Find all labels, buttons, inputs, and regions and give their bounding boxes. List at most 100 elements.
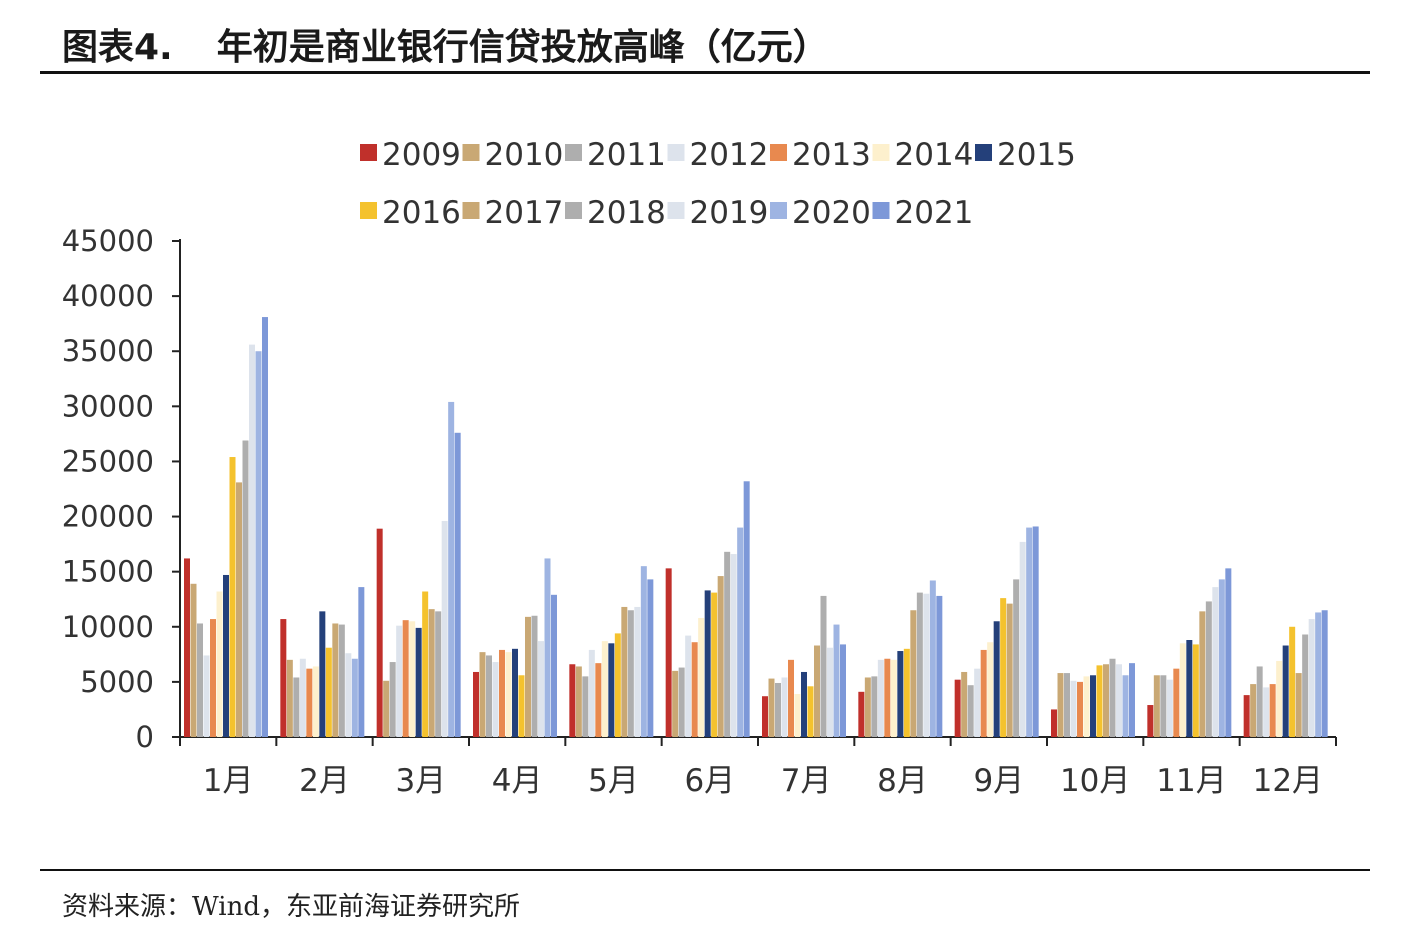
bar-5月-2014: [601, 641, 608, 737]
bar-9月-2020: [1026, 527, 1033, 737]
bar-3月-2011: [389, 662, 396, 737]
bar-12月-2009: [1243, 695, 1250, 737]
bar-8月-2011: [871, 676, 878, 737]
y-tick-label-30000: 30000: [62, 389, 154, 423]
bar-3月-2012: [396, 625, 403, 737]
bar-9月-2018: [1013, 579, 1020, 737]
legend-swatch-2020: [770, 202, 787, 219]
bar-11月-2015: [1186, 640, 1193, 737]
bar-7月-2019: [827, 647, 833, 737]
legend-label-2012: 2012: [690, 137, 769, 173]
bar-6月-2015: [704, 590, 711, 737]
bar-7月-2018: [820, 595, 827, 737]
bar-2月-2010: [286, 659, 293, 737]
bar-8月-2020: [929, 580, 936, 737]
bar-1月-2015: [223, 574, 229, 737]
bar-3月-2013: [402, 620, 409, 737]
bar-5月-2020: [640, 566, 647, 737]
bar-2月-2020: [351, 658, 358, 737]
legend-label-2019: 2019: [690, 195, 769, 231]
bar-11月-2016: [1192, 644, 1199, 737]
bar-3月-2017: [428, 609, 435, 737]
bar-12月-2012: [1263, 687, 1270, 737]
bar-10月-2020: [1122, 675, 1129, 737]
bar-8月-2012: [877, 659, 884, 737]
bar-4月-2019: [538, 641, 544, 737]
bar-4月-2009: [473, 671, 479, 737]
bar-8月-2016: [903, 648, 910, 737]
bar-6月-2020: [737, 527, 744, 737]
legend-label-2020: 2020: [792, 195, 871, 231]
y-tick-label-20000: 20000: [62, 500, 154, 534]
bar-8月-2017: [910, 610, 917, 737]
x-label-8月: 8月: [877, 763, 928, 799]
legend-label-2015: 2015: [997, 137, 1076, 173]
bar-1月-2011: [197, 623, 203, 737]
bar-10月-2011: [1064, 673, 1070, 737]
bar-3月-2015: [415, 627, 422, 737]
bar-11月-2011: [1160, 675, 1167, 737]
bar-7月-2013: [788, 659, 794, 737]
bar-7月-2021: [840, 644, 846, 737]
bar-12月-2014: [1276, 660, 1283, 737]
bar-10月-2016: [1096, 665, 1103, 737]
bar-1月-2014: [216, 591, 223, 737]
bar-9月-2019: [1019, 541, 1026, 737]
bar-11月-2020: [1218, 579, 1225, 737]
x-label-4月: 4月: [492, 763, 543, 799]
legend-swatch-2010: [462, 144, 480, 161]
bar-6月-2019: [730, 554, 737, 737]
y-tick-label-15000: 15000: [62, 555, 154, 589]
y-tick-label-0: 0: [136, 720, 154, 754]
bar-7月-2012: [781, 677, 788, 737]
bar-12月-2020: [1315, 612, 1322, 737]
x-label-9月: 9月: [973, 763, 1024, 799]
bar-6月-2011: [678, 667, 685, 737]
bar-5月-2012: [588, 649, 595, 737]
bar-10月-2014: [1083, 676, 1090, 737]
bar-6月-2016: [711, 592, 718, 737]
legend-swatch-2009: [360, 144, 377, 161]
legend-label-2018: 2018: [587, 195, 666, 231]
bar-9月-2011: [967, 685, 974, 737]
x-label-1月: 1月: [203, 763, 254, 799]
x-label-12月: 12月: [1253, 763, 1323, 799]
bar-7月-2010: [768, 678, 775, 737]
figure-title: 图表4. 年初是商业银行信贷投放高峰（亿元）: [62, 22, 829, 68]
bar-3月-2021: [454, 432, 461, 737]
bar-3月-2009: [376, 528, 383, 737]
bar-7月-2014: [794, 694, 801, 737]
bar-10月-2019: [1116, 664, 1122, 737]
bar-12月-2015: [1282, 645, 1289, 737]
source-note: 资料来源：Wind，东亚前海证券研究所: [62, 892, 520, 922]
x-label-11月: 11月: [1156, 763, 1226, 799]
bar-1月-2021: [262, 317, 268, 737]
bar-1月-2020: [255, 351, 262, 737]
x-label-7月: 7月: [781, 763, 832, 799]
bar-10月-2017: [1103, 664, 1109, 737]
bar-9月-2014: [987, 642, 994, 737]
bar-9月-2009: [954, 679, 961, 737]
bar-10月-2021: [1129, 663, 1135, 737]
figure-number: 图表4.: [62, 27, 173, 68]
bar-2月-2018: [338, 624, 345, 737]
bar-9月-2016: [1000, 598, 1007, 737]
bar-3月-2019: [441, 520, 448, 737]
legend-swatch-2013: [770, 144, 787, 161]
bar-4月-2018: [531, 615, 538, 737]
bar-6月-2021: [743, 481, 750, 737]
bar-5月-2013: [595, 663, 602, 737]
bar-6月-2009: [665, 568, 672, 737]
bar-4月-2013: [499, 649, 505, 737]
legend-label-2013: 2013: [792, 137, 871, 173]
bar-9月-2017: [1006, 603, 1013, 737]
bar-5月-2015: [608, 643, 615, 737]
bar-11月-2014: [1179, 643, 1186, 737]
legend-swatch-2017: [462, 202, 480, 219]
bar-7月-2017: [814, 645, 820, 737]
bar-9月-2013: [980, 649, 987, 737]
bar-8月-2014: [890, 659, 897, 737]
bar-8月-2010: [864, 677, 871, 737]
bar-5月-2010: [575, 666, 582, 737]
bar-1月-2009: [184, 558, 190, 737]
